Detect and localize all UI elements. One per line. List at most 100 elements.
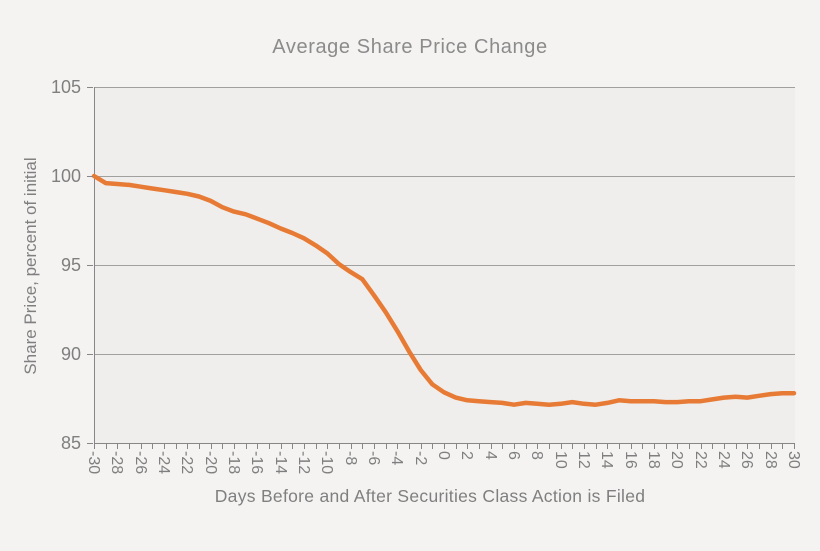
- x-tick-label--22: -22: [178, 451, 196, 475]
- y-tick-100: [87, 176, 93, 177]
- x-tick-6: [514, 444, 515, 449]
- x-tick--22: [187, 444, 189, 449]
- x-tick-label--30: -30: [85, 451, 102, 475]
- x-tick-label-4: 4: [481, 451, 499, 460]
- x-tick-22: [700, 444, 702, 449]
- x-tick--19: [222, 444, 224, 449]
- x-tick--21: [199, 444, 200, 449]
- x-axis-title: Days Before and After Securities Class A…: [214, 486, 646, 506]
- x-tick-7: [525, 444, 527, 449]
- plot-area: [94, 87, 795, 444]
- x-tick-17: [642, 444, 644, 449]
- x-tick--7: [362, 444, 364, 449]
- y-tick-label-90: 90: [60, 344, 81, 364]
- gridline-105: [95, 87, 795, 88]
- chart-title: Average Share Price Change: [272, 36, 548, 58]
- x-tick-label--26: -26: [131, 451, 149, 475]
- x-tick-label-12: 12: [575, 451, 592, 469]
- x-tick-label--8: -8: [341, 451, 359, 466]
- x-tick--25: [152, 444, 154, 449]
- x-tick-label-14: 14: [598, 451, 616, 469]
- x-tick--3: [409, 444, 410, 449]
- x-tick-label-28: 28: [761, 451, 779, 469]
- x-tick-label--6: -6: [365, 451, 382, 466]
- price-line-layer: [91, 173, 797, 407]
- x-tick-label--18: -18: [225, 451, 242, 475]
- x-tick-27: [759, 444, 760, 449]
- x-tick-29: [782, 444, 784, 449]
- x-tick-26: [747, 444, 749, 449]
- x-tick-label-22: 22: [691, 451, 709, 469]
- x-tick--30: [94, 444, 95, 449]
- x-tick--1: [432, 444, 434, 449]
- x-tick--10: [327, 444, 329, 449]
- x-tick--6: [374, 444, 375, 449]
- x-tick-25: [735, 444, 737, 449]
- x-tick-label--10: -10: [318, 451, 336, 475]
- gridline-90: [95, 354, 795, 355]
- x-tick--14: [280, 444, 282, 449]
- x-tick-label--14: -14: [271, 451, 289, 475]
- x-tick-23: [712, 444, 714, 449]
- x-tick-label--4: -4: [388, 451, 406, 466]
- y-axis-title: Share Price, percent of initial: [21, 157, 40, 375]
- y-tick-label-85: 85: [60, 433, 81, 453]
- x-tick--9: [339, 444, 340, 449]
- x-tick-14: [607, 444, 609, 449]
- gridline-95: [95, 265, 795, 266]
- x-tick-16: [630, 444, 632, 449]
- x-tick-label--16: -16: [248, 451, 266, 475]
- x-tick-24: [724, 444, 725, 449]
- y-tick-label-105: 105: [50, 77, 81, 97]
- x-tick--23: [175, 444, 177, 449]
- x-tick--26: [140, 444, 142, 449]
- gridline-100: [95, 176, 795, 177]
- x-tick-3: [479, 444, 480, 449]
- x-tick-11: [572, 444, 574, 449]
- x-tick--2: [420, 444, 422, 449]
- x-tick-label--12: -12: [295, 451, 312, 475]
- x-tick--13: [292, 444, 294, 449]
- y-tick-90: [87, 354, 93, 355]
- x-tick-label--24: -24: [155, 451, 172, 475]
- x-tick--16: [257, 444, 259, 449]
- x-tick--12: [304, 444, 305, 449]
- y-tick-105: [87, 87, 93, 88]
- x-tick-label--28: -28: [108, 451, 126, 475]
- x-tick-4: [490, 444, 492, 449]
- x-tick-label-10: 10: [551, 451, 569, 469]
- y-tick-label-95: 95: [60, 255, 81, 275]
- x-tick-label-18: 18: [645, 451, 662, 469]
- x-tick-label-24: 24: [715, 451, 732, 469]
- x-tick-20: [677, 444, 679, 449]
- x-tick-label--2: -2: [411, 451, 429, 466]
- x-tick-12: [584, 444, 585, 449]
- x-tick--24: [164, 444, 165, 449]
- x-tick-label-16: 16: [621, 451, 639, 469]
- x-tick-label-2: 2: [458, 451, 476, 460]
- x-tick-15: [619, 444, 620, 449]
- x-tick-label-30: 30: [785, 451, 802, 469]
- x-tick-10: [560, 444, 562, 449]
- y-tick-95: [87, 265, 93, 266]
- x-tick-9: [549, 444, 550, 449]
- x-tick--11: [315, 444, 317, 449]
- x-tick--15: [269, 444, 270, 449]
- x-tick--18: [234, 444, 235, 449]
- x-tick--5: [385, 444, 387, 449]
- y-tick-85: [87, 443, 93, 444]
- x-tick-19: [665, 444, 667, 449]
- x-tick-label-6: 6: [505, 451, 522, 460]
- x-tick--27: [129, 444, 130, 449]
- x-tick--17: [245, 444, 247, 449]
- x-tick--29: [105, 444, 107, 449]
- x-tick-21: [689, 444, 690, 449]
- x-tick-1: [455, 444, 457, 449]
- x-tick-label-0: 0: [435, 451, 452, 460]
- y-tick-label-100: 100: [50, 166, 81, 186]
- x-tick-label-8: 8: [528, 451, 546, 460]
- x-tick-2: [467, 444, 469, 449]
- x-tick--4: [397, 444, 399, 449]
- x-tick-18: [654, 444, 655, 449]
